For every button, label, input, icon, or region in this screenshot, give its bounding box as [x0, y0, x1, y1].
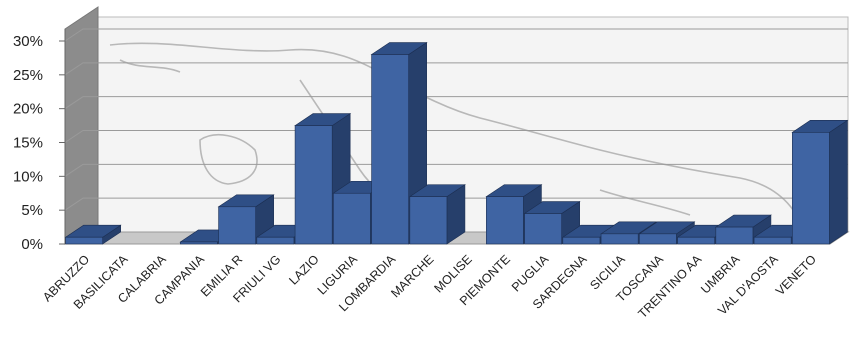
y-axis-ticks: 0% 5% 10% 15% 20% 25% 30% — [13, 29, 66, 253]
bar — [64, 224, 122, 245]
gridline — [64, 96, 848, 110]
bar-front — [180, 241, 218, 245]
bar-front — [562, 236, 601, 245]
y-tick-label: 25% — [13, 67, 43, 84]
gridline — [64, 163, 848, 177]
gridline — [64, 28, 848, 42]
bar-front — [677, 236, 715, 245]
x-tick-label: VENETO — [773, 252, 819, 298]
bar-front — [792, 132, 830, 245]
gridline — [64, 130, 848, 143]
bar-front — [715, 226, 754, 245]
bar-side — [829, 119, 848, 245]
y-tick-label: 0% — [21, 236, 43, 253]
y-tick-label: 5% — [21, 202, 43, 219]
bar-front — [753, 236, 792, 245]
y-tick-label: 20% — [13, 101, 43, 118]
bar-front — [524, 213, 562, 245]
bar — [370, 41, 428, 245]
left-wall — [64, 6, 99, 245]
y-tick-label: 30% — [13, 33, 43, 50]
gridline — [64, 197, 848, 211]
bar-front — [256, 236, 295, 245]
bar-front — [294, 125, 333, 245]
italy-map-background — [109, 42, 801, 233]
bar-front — [218, 206, 256, 245]
bar-front — [333, 192, 371, 245]
bar — [408, 184, 466, 245]
bar-front — [486, 196, 524, 245]
gridline — [64, 62, 848, 76]
bar — [791, 119, 849, 245]
bars — [64, 41, 849, 245]
back-wall — [82, 16, 849, 233]
bar-front — [600, 233, 639, 245]
x-tick-label: LAZIO — [286, 252, 322, 288]
y-tick-label: 15% — [13, 135, 43, 152]
bar — [294, 113, 352, 245]
bar-front — [371, 54, 409, 245]
map-outline — [109, 42, 801, 233]
y-tick-label: 10% — [13, 168, 43, 185]
bar-front — [409, 196, 448, 245]
bar-front — [639, 233, 677, 245]
bar-front — [65, 236, 103, 245]
x-axis-labels: ABRUZZOBASILICATACALABRIACAMPANIAEMILIA … — [40, 252, 819, 321]
